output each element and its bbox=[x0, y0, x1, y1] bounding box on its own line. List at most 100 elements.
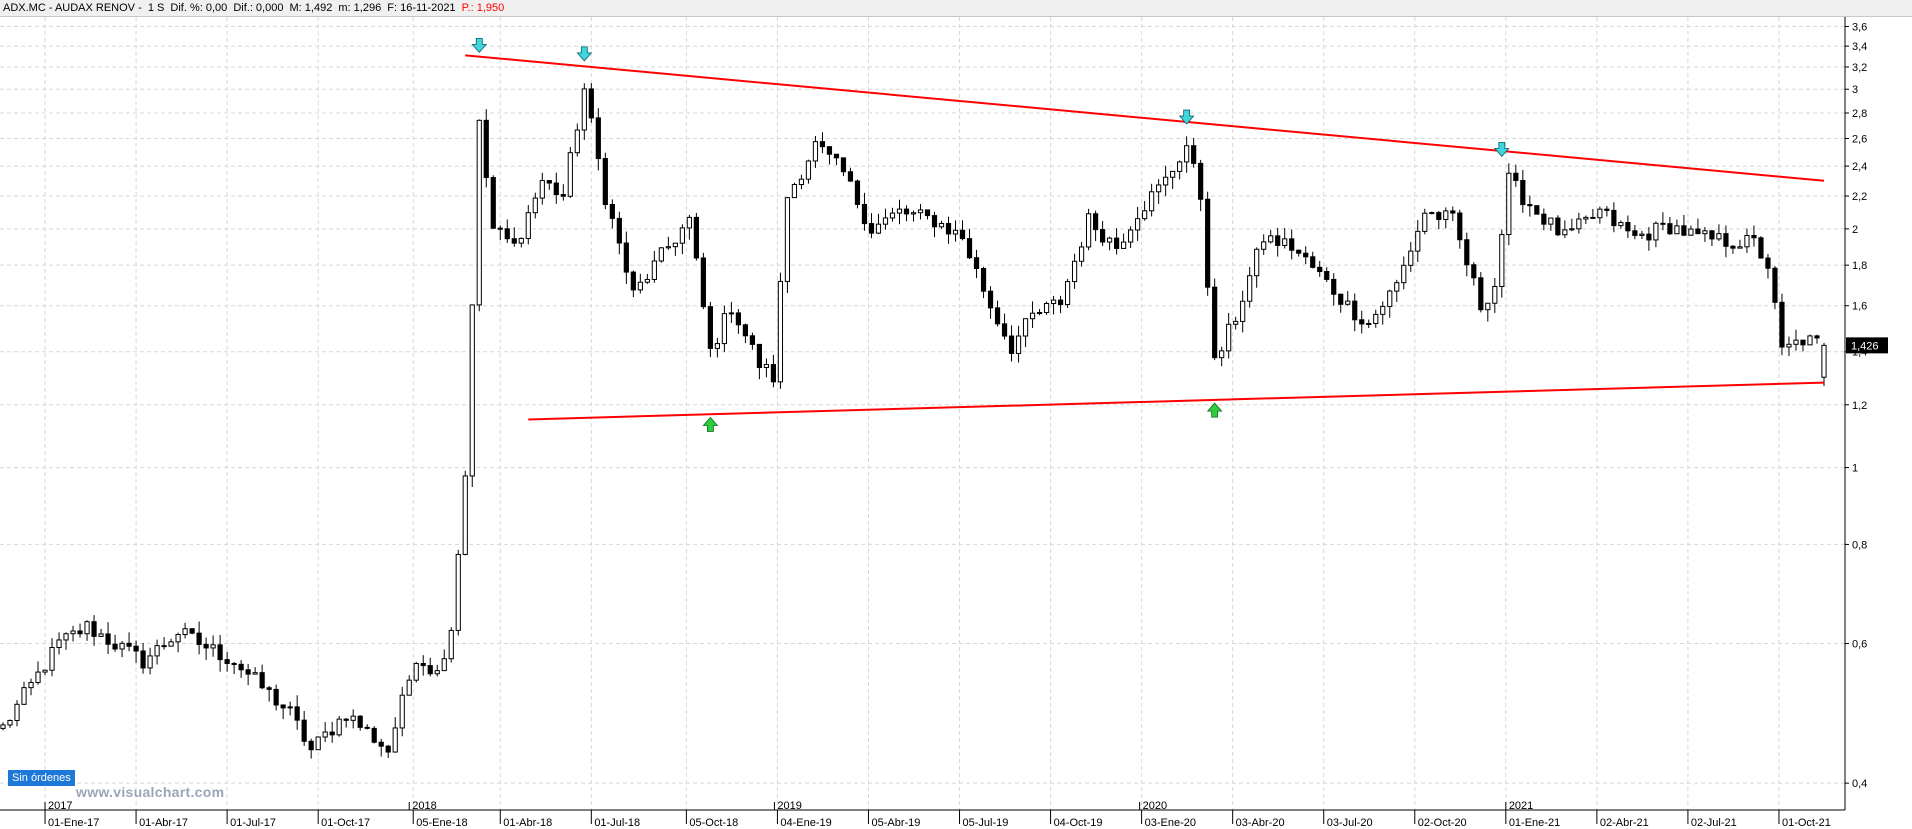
candle-body bbox=[350, 715, 356, 721]
header-dif: Dif.: 0,000 bbox=[233, 2, 284, 14]
x-tick-label: 05-Oct-18 bbox=[689, 817, 738, 829]
x-tick-label: 03-Jul-20 bbox=[1327, 817, 1373, 829]
candle-body bbox=[1555, 217, 1561, 236]
candle-body bbox=[665, 246, 671, 249]
candle-body bbox=[791, 184, 798, 199]
chart-header: ADX.MC - AUDAX RENOV - 1 S Dif. %: 0,00 … bbox=[0, 0, 1912, 17]
candle-body bbox=[896, 208, 903, 214]
candle-body bbox=[392, 727, 398, 753]
candle-body bbox=[336, 718, 342, 736]
candle-body bbox=[1618, 222, 1624, 227]
candle-body bbox=[378, 741, 384, 747]
candle-body bbox=[693, 216, 699, 259]
candle-body bbox=[805, 160, 812, 180]
candle-body bbox=[1121, 241, 1127, 249]
candle-body bbox=[959, 229, 966, 240]
time-axis[interactable]: 01-Ene-17 01-Abr-17 01-Jul-17 01-Oct-17 05-E… bbox=[0, 800, 1845, 829]
candle-body bbox=[1394, 282, 1400, 292]
candle-body bbox=[161, 645, 167, 648]
header-min: m: 1,296 bbox=[338, 2, 382, 14]
candle-body bbox=[315, 736, 321, 751]
candle-body bbox=[357, 715, 363, 728]
candle-body bbox=[539, 180, 545, 199]
candle-body bbox=[217, 644, 223, 661]
candle-body bbox=[819, 141, 826, 148]
candle-body bbox=[1492, 286, 1498, 304]
candle-body bbox=[1064, 281, 1071, 306]
candle-body bbox=[616, 217, 622, 244]
candle-body bbox=[385, 745, 391, 753]
candle-body bbox=[1050, 299, 1057, 304]
candle-body bbox=[924, 209, 931, 217]
x-tick-label: 02-Oct-20 bbox=[1418, 817, 1467, 829]
candle-body bbox=[1226, 323, 1232, 352]
candle-body bbox=[1471, 264, 1477, 279]
candle-body bbox=[875, 223, 882, 234]
x-tick-label: 01-Ene-17 bbox=[48, 817, 99, 829]
candle-body bbox=[1359, 319, 1365, 325]
header-dif-pct: Dif. %: 0,00 bbox=[170, 2, 228, 14]
candle-body bbox=[441, 658, 447, 672]
x-tick-label: 03-Abr-20 bbox=[1236, 817, 1285, 829]
year-label: 2017 bbox=[48, 800, 72, 812]
candle-body bbox=[1092, 213, 1099, 231]
candle-body bbox=[1233, 320, 1239, 325]
x-tick-label: 01-Oct-21 bbox=[1782, 817, 1831, 829]
candle-body bbox=[644, 278, 650, 283]
candle-body bbox=[1149, 191, 1155, 212]
candle-body bbox=[511, 238, 517, 244]
candle-body bbox=[637, 281, 643, 291]
candle-body bbox=[1569, 228, 1575, 231]
candle-body bbox=[1240, 300, 1246, 322]
candle-body bbox=[798, 178, 805, 186]
candle-body bbox=[231, 662, 237, 665]
x-tick-label: 04-Oct-19 bbox=[1054, 817, 1103, 829]
x-tick-label: 04-Ene-19 bbox=[780, 817, 831, 829]
candle-body bbox=[448, 629, 454, 660]
y-tick-label: 1,8 bbox=[1852, 260, 1867, 272]
candle-body bbox=[826, 146, 833, 155]
x-tick-label: 01-Oct-17 bbox=[321, 817, 370, 829]
y-tick-label: 3,2 bbox=[1852, 62, 1867, 74]
candle-body bbox=[1401, 264, 1407, 284]
y-tick-label: 3 bbox=[1852, 84, 1858, 96]
candle-body bbox=[833, 153, 840, 159]
candle-body bbox=[1660, 222, 1666, 225]
candle-body bbox=[966, 238, 973, 259]
price-axis[interactable]: 3,63,43,232,82,62,42,221,81,61,41,210,80… bbox=[1844, 17, 1888, 810]
top-arrow-icon bbox=[576, 46, 593, 62]
x-tick-label: 05-Abr-19 bbox=[871, 817, 920, 829]
candle-body bbox=[364, 726, 370, 729]
candle-body bbox=[749, 335, 756, 345]
candle-body bbox=[35, 671, 41, 683]
header-period: 1 S bbox=[147, 2, 165, 14]
candle-body bbox=[119, 642, 125, 650]
y-tick-label: 0,4 bbox=[1852, 778, 1867, 790]
candle-body bbox=[679, 227, 685, 244]
candle-body bbox=[70, 630, 76, 635]
x-tick-label: 03-Ene-20 bbox=[1145, 817, 1196, 829]
candle-body bbox=[1436, 212, 1442, 220]
candle-body bbox=[1688, 228, 1694, 236]
candle-body bbox=[434, 670, 440, 675]
candle-body bbox=[1345, 300, 1351, 305]
x-tick-label: 01-Jul-17 bbox=[230, 817, 276, 829]
candle-body bbox=[77, 630, 83, 635]
bottom-arrow-icon bbox=[1206, 402, 1223, 418]
candle-body bbox=[784, 197, 791, 282]
candle-body bbox=[1758, 237, 1764, 259]
candle-body bbox=[882, 217, 889, 225]
candle-body bbox=[1008, 335, 1015, 354]
candle-body bbox=[98, 633, 104, 637]
candle-body bbox=[1177, 161, 1183, 172]
candle-body bbox=[714, 343, 720, 349]
candle-body bbox=[609, 204, 615, 219]
candle-body bbox=[1254, 248, 1260, 277]
candle-body bbox=[1324, 271, 1330, 280]
trendlines[interactable] bbox=[465, 54, 1825, 421]
candle-body bbox=[1085, 213, 1092, 248]
candle-body bbox=[987, 290, 994, 309]
candle-body bbox=[252, 672, 258, 675]
candle-body bbox=[763, 364, 770, 369]
